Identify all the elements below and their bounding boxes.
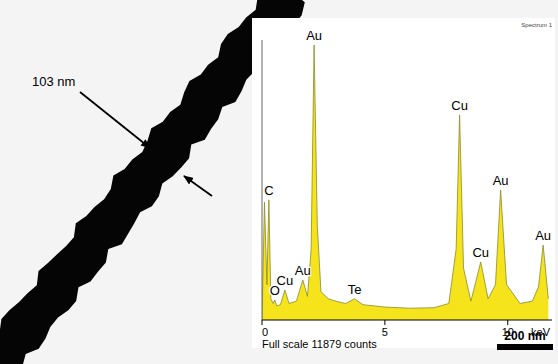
peak-label: Cu: [472, 245, 489, 260]
width-arrow: [184, 176, 212, 196]
width-arrow: [80, 92, 150, 148]
peak-label: Au: [535, 228, 551, 243]
x-tick: [262, 320, 263, 325]
peak-label: Te: [348, 282, 362, 297]
peak-label: Au: [493, 173, 509, 188]
scale-bar-label: 200 nm: [504, 329, 545, 343]
peak-label: Cu: [277, 273, 294, 288]
scale-bar: [497, 344, 553, 350]
peak-label: Au: [295, 263, 311, 278]
x-tick-label: 0: [262, 326, 268, 338]
peak-label: Au: [306, 28, 322, 43]
peak-label: Cu: [451, 98, 468, 113]
y-axis-line: [262, 40, 263, 320]
x-tick: [507, 320, 508, 325]
spectrum-title: Spectrum 1: [521, 22, 552, 28]
x-tick: [384, 320, 385, 325]
x-tick-label: 5: [382, 326, 388, 338]
peak-label: C: [264, 183, 273, 198]
figure: 103 nm0510keVFull scale 11879 countsSpec…: [0, 0, 558, 364]
micrograph-background: [0, 0, 558, 364]
x-axis-line: [262, 320, 552, 321]
full-scale-label: Full scale 11879 counts: [262, 338, 377, 350]
spectrum-area: [262, 45, 548, 320]
plot-area: [262, 45, 548, 320]
spectrum-line: [262, 45, 548, 320]
width-label: 103 nm: [32, 74, 75, 89]
inset-background: [252, 18, 555, 348]
